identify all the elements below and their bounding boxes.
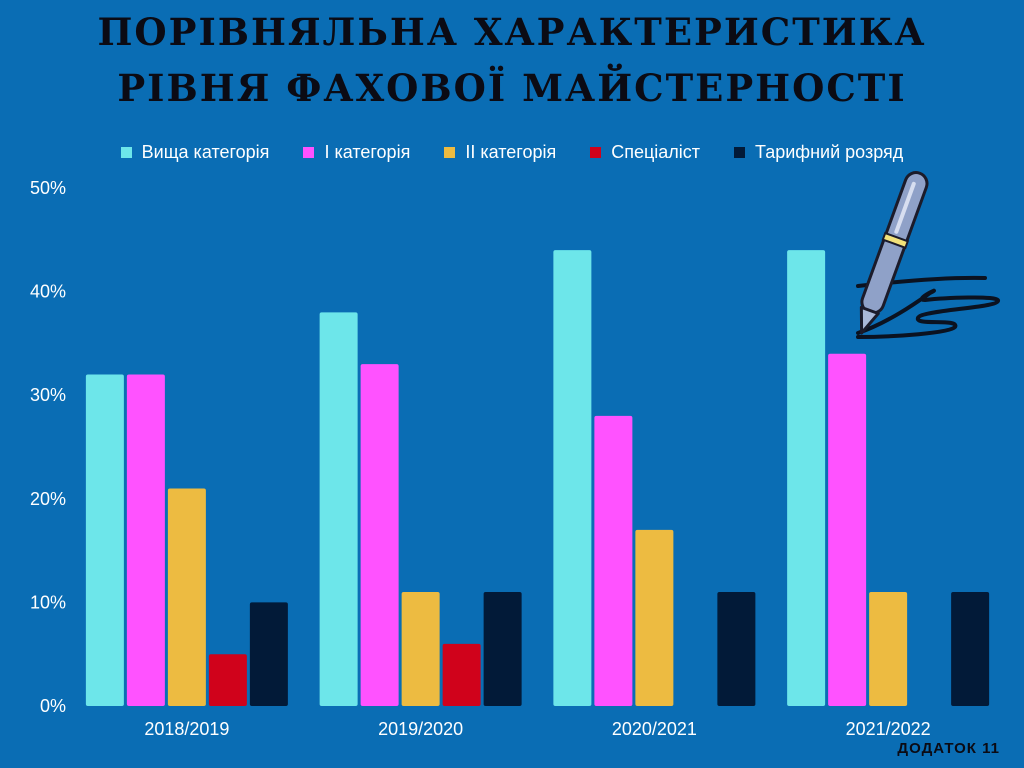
bar	[360, 364, 399, 706]
legend-item-vyshcha: Вища категорія	[120, 142, 270, 163]
bar	[167, 488, 206, 706]
legend-swatch	[120, 147, 132, 158]
bar	[126, 374, 165, 706]
bar	[635, 529, 674, 706]
appendix-label: ДОДАТОК 11	[897, 740, 1000, 757]
x-tick-label: 2021/2022	[846, 719, 931, 739]
x-tick-label: 2019/2020	[378, 719, 463, 739]
x-tick-label: 2018/2019	[144, 719, 229, 739]
bar	[787, 250, 826, 706]
legend-label: Тарифний розряд	[755, 142, 904, 162]
y-axis: 0% 10% 20% 30% 40% 50%	[30, 178, 66, 716]
x-tick-label: 2020/2021	[612, 719, 697, 739]
legend-swatch	[444, 147, 456, 158]
legend-item-specialist: Спеціаліст	[590, 142, 700, 163]
legend-item-second: ІІ категорія	[444, 142, 556, 163]
bar	[869, 592, 908, 706]
legend-swatch	[734, 147, 746, 158]
bar	[85, 374, 124, 706]
legend-item-tariff: Тарифний розряд	[734, 142, 903, 163]
pen-signature-icon	[856, 171, 1001, 339]
bar	[319, 312, 358, 706]
legend-label: Спеціаліст	[611, 142, 701, 162]
y-tick-label: 20%	[30, 489, 66, 509]
legend-label: І категорія	[324, 142, 411, 162]
legend-swatch	[590, 147, 602, 158]
y-tick-label: 30%	[30, 385, 66, 405]
bar	[442, 643, 481, 706]
bars	[85, 250, 990, 706]
bar	[249, 602, 288, 706]
chart-title-line-2: РІВНЯ ФАХОВОЇ МАЙСТЕРНОСТІ	[117, 66, 907, 110]
bar	[483, 592, 522, 706]
legend-swatch	[303, 147, 315, 158]
y-tick-label: 10%	[30, 592, 66, 612]
bar	[717, 592, 756, 706]
chart-title-line-1: ПОРІВНЯЛЬНА ХАРАКТЕРИСТИКА	[97, 10, 927, 54]
bar	[951, 592, 990, 706]
bar	[553, 250, 592, 706]
y-tick-label: 0%	[40, 696, 66, 716]
bar	[594, 415, 633, 706]
bar	[208, 654, 247, 706]
chart-title: ПОРІВНЯЛЬНА ХАРАКТЕРИСТИКА РІВНЯ ФАХОВОЇ…	[0, 4, 1024, 116]
y-tick-label: 40%	[30, 282, 66, 302]
legend-label: ІІ категорія	[465, 142, 557, 162]
chart-legend: Вища категорія І категорія ІІ категорія …	[0, 142, 1024, 163]
x-axis: 2018/2019 2019/2020 2020/2021 2021/2022	[144, 719, 930, 739]
legend-item-first: І категорія	[303, 142, 410, 163]
legend-label: Вища категорія	[141, 142, 270, 162]
bar	[828, 353, 867, 706]
y-tick-label: 50%	[30, 178, 66, 198]
bar	[401, 592, 440, 706]
